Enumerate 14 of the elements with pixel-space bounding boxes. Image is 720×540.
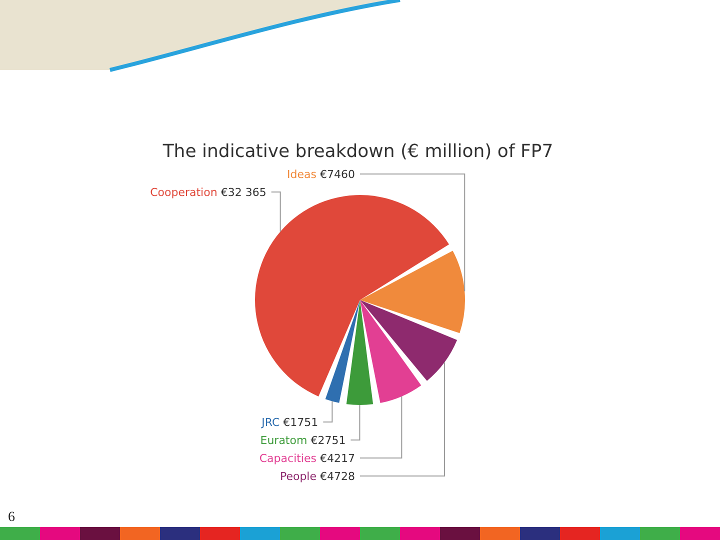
data-label: €7460 [316, 168, 355, 181]
data-label: €4217 [316, 452, 355, 465]
data-label: €32 365 [217, 186, 266, 199]
slice-label: JRC [260, 416, 280, 429]
data-label: €1751 [280, 416, 318, 429]
data-label: €2751 [307, 434, 346, 447]
text: 6 [8, 510, 15, 525]
slice-label: Capacities [259, 452, 317, 465]
slice-label: Ideas [287, 168, 317, 181]
slice-label: Cooperation [150, 186, 218, 199]
slice-label: People [280, 470, 317, 483]
chart-title: The indicative breakdown (€ million) of FP7 [162, 141, 554, 162]
data-label: €4728 [316, 470, 355, 483]
slice-label: Euratom [260, 434, 308, 447]
